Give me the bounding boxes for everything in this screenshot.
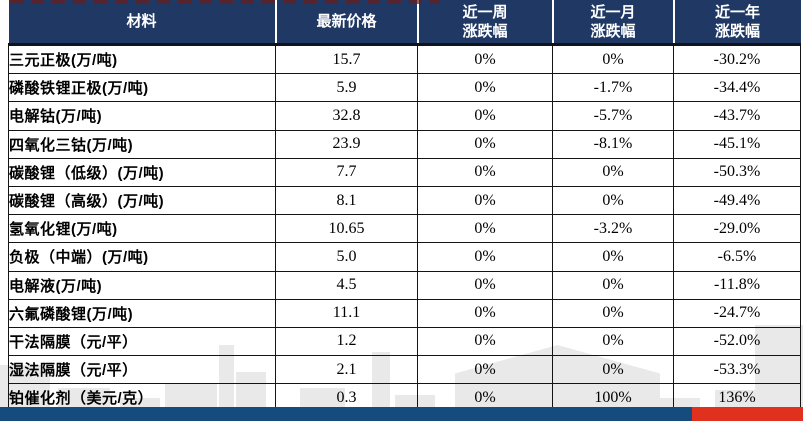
year-change-cell: -52.0% (673, 326, 801, 357)
material-cell: 三元正极(万/吨) (8, 43, 276, 75)
week-change-cell: 0% (417, 270, 553, 300)
month-change-cell: 0% (552, 355, 674, 385)
header-row: 材料 最新价格 近一周 涨跌幅 近一月 涨跌幅 近一年 涨跌幅 (8, 0, 801, 46)
price-cell: 2.1 (275, 355, 418, 385)
year-change-cell: -50.3% (673, 157, 801, 187)
header-label: 涨跌幅 (714, 22, 760, 40)
week-change-cell: 0% (417, 185, 553, 216)
column-header-week-change: 近一周 涨跌幅 (416, 0, 553, 46)
price-cell: 11.1 (275, 298, 418, 328)
month-change-cell: 0% (552, 43, 674, 75)
week-change-cell: 0% (417, 214, 553, 244)
table-row: 碳酸锂（低级）(万/吨) 7.7 0% 0% -50.3% (8, 157, 801, 187)
table-body: 三元正极(万/吨) 15.7 0% 0% -30.2% 磷酸铁锂正极(万/吨) … (8, 43, 801, 413)
price-cell: 7.7 (275, 157, 418, 187)
table-row: 三元正极(万/吨) 15.7 0% 0% -30.2% (8, 43, 801, 75)
material-cell: 磷酸铁锂正极(万/吨) (8, 73, 276, 103)
week-change-cell: 0% (417, 242, 553, 272)
column-header-month-change: 近一月 涨跌幅 (551, 0, 674, 46)
material-cell: 干法隔膜（元/平） (8, 326, 276, 357)
table-row: 四氧化三钴(万/吨) 23.9 0% -8.1% -45.1% (8, 129, 801, 159)
year-change-cell: -34.4% (673, 73, 801, 103)
week-change-cell: 0% (417, 73, 553, 103)
table-row: 电解液(万/吨) 4.5 0% 0% -11.8% (8, 270, 801, 300)
header-label: 涨跌幅 (590, 22, 636, 40)
column-header-latest-price: 最新价格 (274, 0, 418, 46)
material-price-table: 材料 最新价格 近一周 涨跌幅 近一月 涨跌幅 近一年 涨跌幅 (8, 0, 801, 413)
material-cell: 电解钴(万/吨) (8, 101, 276, 131)
material-cell: 碳酸锂（低级）(万/吨) (8, 157, 276, 187)
year-change-cell: -49.4% (673, 185, 801, 216)
header-label: 材料 (126, 13, 157, 30)
header-label: 涨跌幅 (462, 22, 508, 40)
price-cell: 1.2 (275, 326, 418, 357)
year-change-cell: -24.7% (673, 298, 801, 328)
week-change-cell: 0% (417, 355, 553, 385)
table-row: 磷酸铁锂正极(万/吨) 5.9 0% -1.7% -34.4% (8, 73, 801, 103)
price-cell: 15.7 (275, 43, 418, 75)
bottom-bar-blue-segment (0, 407, 692, 421)
price-cell: 23.9 (275, 129, 418, 159)
column-header-year-change: 近一年 涨跌幅 (672, 0, 801, 46)
year-change-cell: -29.0% (673, 214, 801, 244)
header-label: 近一周 (462, 3, 508, 21)
cropped-title-remnant (10, 0, 440, 4)
table-row: 湿法隔膜（元/平） 2.1 0% 0% -53.3% (8, 355, 801, 385)
month-change-cell: -3.2% (552, 214, 674, 244)
year-change-cell: -11.8% (673, 270, 801, 300)
table-row: 六氟磷酸锂(万/吨) 11.1 0% 0% -24.7% (8, 298, 801, 328)
week-change-cell: 0% (417, 101, 553, 131)
month-change-cell: 0% (552, 270, 674, 300)
month-change-cell: 0% (552, 242, 674, 272)
header-label: 近一月 (590, 3, 636, 21)
year-change-cell: -43.7% (673, 101, 801, 131)
table-row: 电解钴(万/吨) 32.8 0% -5.7% -43.7% (8, 101, 801, 131)
month-change-cell: 0% (552, 298, 674, 328)
material-cell: 碳酸锂（高级）(万/吨) (8, 185, 276, 216)
year-change-cell: -53.3% (673, 355, 801, 385)
table-row: 氢氧化锂(万/吨) 10.65 0% -3.2% -29.0% (8, 214, 801, 244)
header-label: 最新价格 (316, 13, 377, 30)
week-change-cell: 0% (417, 298, 553, 328)
bottom-decorative-bar (0, 407, 803, 421)
year-change-cell: -6.5% (673, 242, 801, 272)
week-change-cell: 0% (417, 43, 553, 75)
price-cell: 32.8 (275, 101, 418, 131)
column-header-material: 材料 (8, 0, 276, 46)
week-change-cell: 0% (417, 326, 553, 357)
material-cell: 电解液(万/吨) (8, 270, 276, 300)
material-cell: 湿法隔膜（元/平） (8, 355, 276, 385)
material-cell: 六氟磷酸锂(万/吨) (8, 298, 276, 328)
table-row: 碳酸锂（高级）(万/吨) 8.1 0% 0% -49.4% (8, 185, 801, 216)
bottom-bar-red-segment (692, 407, 803, 421)
price-cell: 10.65 (275, 214, 418, 244)
price-cell: 4.5 (275, 270, 418, 300)
year-change-cell: -45.1% (673, 129, 801, 159)
table-row: 干法隔膜（元/平） 1.2 0% 0% -52.0% (8, 326, 801, 357)
month-change-cell: 0% (552, 185, 674, 216)
week-change-cell: 0% (417, 157, 553, 187)
material-cell: 氢氧化锂(万/吨) (8, 214, 276, 244)
year-change-cell: -30.2% (673, 43, 801, 75)
price-cell: 5.0 (275, 242, 418, 272)
week-change-cell: 0% (417, 129, 553, 159)
price-cell: 8.1 (275, 185, 418, 216)
month-change-cell: -1.7% (552, 73, 674, 103)
material-cell: 四氧化三钴(万/吨) (8, 129, 276, 159)
header-label: 近一年 (714, 3, 760, 21)
month-change-cell: 0% (552, 326, 674, 357)
table-row: 负极（中端）(万/吨) 5.0 0% 0% -6.5% (8, 242, 801, 272)
table-header: 材料 最新价格 近一周 涨跌幅 近一月 涨跌幅 近一年 涨跌幅 (8, 0, 801, 46)
month-change-cell: -8.1% (552, 129, 674, 159)
price-cell: 5.9 (275, 73, 418, 103)
month-change-cell: -5.7% (552, 101, 674, 131)
month-change-cell: 0% (552, 157, 674, 187)
material-cell: 负极（中端）(万/吨) (8, 242, 276, 272)
